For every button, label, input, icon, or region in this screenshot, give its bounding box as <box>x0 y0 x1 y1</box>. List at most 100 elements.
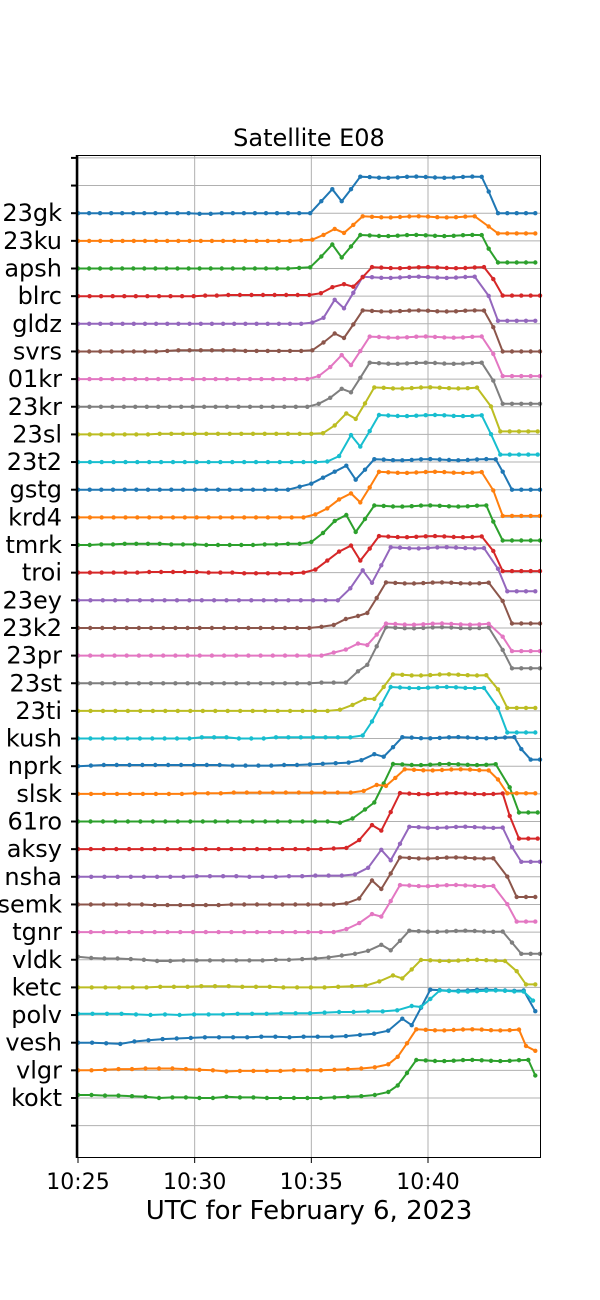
data-point <box>88 736 93 741</box>
data-point <box>379 914 384 919</box>
data-point <box>287 348 293 354</box>
data-point <box>509 844 515 850</box>
data-point <box>181 874 186 879</box>
data-point <box>526 452 531 457</box>
data-point <box>439 767 445 773</box>
data-point <box>453 309 459 314</box>
data-point <box>435 883 440 888</box>
data-point <box>337 820 343 825</box>
data-point <box>360 568 365 573</box>
data-point <box>206 570 211 575</box>
data-point <box>383 621 389 626</box>
data-point <box>179 791 185 797</box>
station-label: 23ey <box>2 586 62 614</box>
data-point <box>147 569 152 575</box>
data-point <box>236 376 241 382</box>
data-point <box>328 395 333 400</box>
data-point <box>386 233 391 239</box>
data-point <box>307 625 312 631</box>
data-point <box>313 459 318 465</box>
series-kokt <box>75 1057 538 1101</box>
data-point <box>325 819 330 824</box>
data-point <box>472 546 477 551</box>
data-point <box>460 335 466 340</box>
data-point <box>481 856 487 861</box>
data-point <box>232 321 237 326</box>
data-point <box>533 211 538 216</box>
data-point <box>418 762 424 768</box>
data-point <box>153 349 159 354</box>
data-point <box>456 958 461 963</box>
data-point <box>516 452 522 457</box>
data-point <box>305 376 310 382</box>
data-point <box>153 266 158 271</box>
data-point <box>425 792 431 797</box>
data-point <box>305 404 310 409</box>
data-point <box>430 768 435 773</box>
data-point <box>120 211 125 216</box>
data-point <box>352 872 358 877</box>
data-point <box>269 763 274 768</box>
station-label: gstg <box>10 476 62 504</box>
data-point <box>157 431 162 436</box>
data-point <box>286 874 292 879</box>
data-point <box>126 902 132 907</box>
data-point <box>264 1095 270 1101</box>
data-point <box>514 260 519 265</box>
data-point <box>165 238 170 244</box>
data-point <box>249 598 254 603</box>
data-point <box>386 335 391 340</box>
x-tick-label: 10:30 <box>163 1170 226 1195</box>
data-point <box>519 746 524 752</box>
data-point <box>87 294 92 299</box>
data-point <box>182 569 187 575</box>
data-point <box>484 503 489 508</box>
data-point <box>187 321 192 326</box>
data-point <box>124 653 129 658</box>
data-point <box>230 1035 236 1040</box>
data-point <box>437 672 442 677</box>
data-point <box>97 211 103 216</box>
data-point <box>188 708 193 714</box>
data-point <box>236 736 242 741</box>
data-point <box>453 266 459 271</box>
data-point <box>493 735 498 741</box>
data-point <box>472 265 477 270</box>
data-point <box>451 233 456 238</box>
data-point <box>509 293 515 298</box>
data-point <box>276 238 282 244</box>
data-point <box>463 214 468 219</box>
data-point <box>270 790 275 795</box>
data-point <box>300 956 305 962</box>
data-point <box>281 762 287 768</box>
data-point <box>88 846 94 852</box>
data-point <box>372 800 377 805</box>
station-label: 01kr <box>8 365 62 393</box>
data-point <box>187 736 192 741</box>
data-point <box>87 238 92 244</box>
data-point <box>273 874 278 879</box>
data-point <box>319 254 324 259</box>
data-point <box>253 459 259 465</box>
data-point <box>486 621 491 626</box>
data-point <box>174 736 180 741</box>
data-point <box>289 571 294 576</box>
data-point <box>430 621 435 626</box>
data-point <box>456 386 461 391</box>
data-point <box>423 1027 428 1033</box>
data-point <box>224 735 229 740</box>
data-point <box>491 856 496 861</box>
data-point <box>280 929 285 935</box>
data-point <box>374 595 379 601</box>
station-label: 23kr <box>8 393 62 421</box>
data-point <box>388 265 393 271</box>
data-point <box>291 1068 297 1073</box>
series-line <box>78 988 537 1045</box>
data-point <box>514 231 519 236</box>
data-point <box>425 308 431 313</box>
data-point <box>514 791 519 796</box>
station-label: ketc <box>12 973 62 1001</box>
data-point <box>325 708 330 714</box>
data-point <box>479 232 484 238</box>
data-point <box>528 538 533 543</box>
